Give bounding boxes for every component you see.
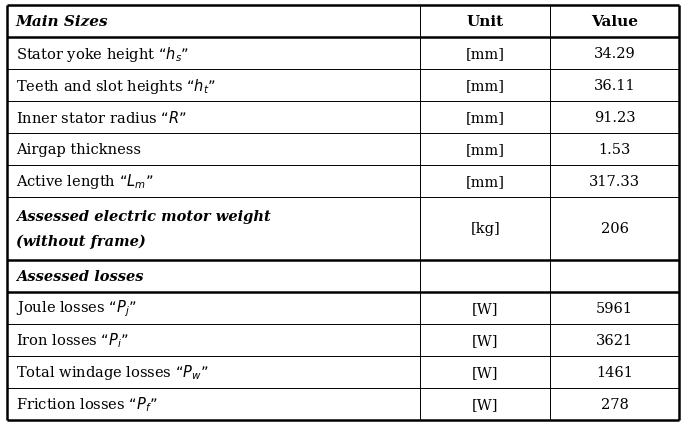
- Text: Unit: Unit: [466, 15, 504, 29]
- Text: 91.23: 91.23: [594, 111, 635, 125]
- Text: 3621: 3621: [596, 333, 633, 347]
- Text: Stator yoke height “$h_s$”: Stator yoke height “$h_s$”: [16, 45, 189, 63]
- Text: [mm]: [mm]: [466, 111, 505, 125]
- Text: [W]: [W]: [472, 365, 499, 379]
- Text: Teeth and slot heights “$h_t$”: Teeth and slot heights “$h_t$”: [16, 76, 215, 95]
- Text: 1461: 1461: [596, 365, 633, 379]
- Text: [mm]: [mm]: [466, 142, 505, 156]
- Text: Total windage losses “$P_w$”: Total windage losses “$P_w$”: [16, 363, 209, 381]
- Text: 1.53: 1.53: [598, 142, 631, 156]
- Text: (without frame): (without frame): [16, 234, 145, 249]
- Text: 278: 278: [601, 397, 628, 411]
- Text: Friction losses “$P_f$”: Friction losses “$P_f$”: [16, 394, 157, 413]
- Text: [mm]: [mm]: [466, 47, 505, 61]
- Text: Assessed losses: Assessed losses: [16, 270, 143, 284]
- Text: Value: Value: [591, 15, 638, 29]
- Text: [W]: [W]: [472, 397, 499, 411]
- Text: Active length “$L_m$”: Active length “$L_m$”: [16, 172, 153, 191]
- Text: Assessed electric motor weight: Assessed electric motor weight: [16, 209, 270, 223]
- Text: Iron losses “$P_i$”: Iron losses “$P_i$”: [16, 331, 129, 349]
- Text: 206: 206: [601, 222, 628, 236]
- Text: [kg]: [kg]: [471, 222, 500, 236]
- Text: Airgap thickness: Airgap thickness: [16, 142, 141, 156]
- Text: [mm]: [mm]: [466, 174, 505, 188]
- Text: 34.29: 34.29: [593, 47, 635, 61]
- Text: Joule losses “$P_j$”: Joule losses “$P_j$”: [16, 298, 137, 319]
- Text: Main Sizes: Main Sizes: [16, 15, 108, 29]
- Text: 36.11: 36.11: [594, 79, 635, 93]
- Text: [W]: [W]: [472, 333, 499, 347]
- Text: [mm]: [mm]: [466, 79, 505, 93]
- Text: 5961: 5961: [596, 301, 633, 315]
- Text: [W]: [W]: [472, 301, 499, 315]
- Text: 317.33: 317.33: [589, 174, 640, 188]
- Text: Inner stator radius “$R$”: Inner stator radius “$R$”: [16, 109, 187, 126]
